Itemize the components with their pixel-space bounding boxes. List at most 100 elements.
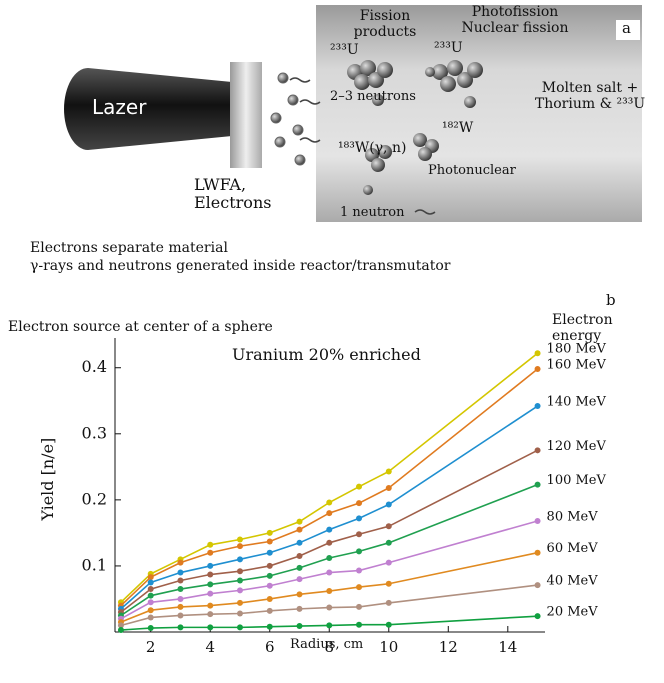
data-point xyxy=(386,560,392,566)
data-point xyxy=(177,560,183,566)
data-point xyxy=(386,523,392,529)
y-tick-label: 0.3 xyxy=(82,423,107,442)
data-point xyxy=(148,607,154,613)
u233-label: ²³³U xyxy=(434,40,463,56)
data-point xyxy=(356,500,362,506)
data-point xyxy=(296,591,302,597)
x-tick-label: 14 xyxy=(498,638,517,656)
data-point xyxy=(267,608,273,614)
data-point xyxy=(267,563,273,569)
data-point xyxy=(326,570,332,576)
data-point xyxy=(148,625,154,631)
caption-line: Electrons separate material xyxy=(30,240,228,256)
data-point xyxy=(326,510,332,516)
data-point xyxy=(326,622,332,628)
x-tick-label: 2 xyxy=(146,638,156,656)
data-point xyxy=(237,577,243,583)
data-point xyxy=(267,583,273,589)
data-point xyxy=(296,576,302,582)
data-point xyxy=(267,624,273,630)
data-point xyxy=(386,485,392,491)
data-point xyxy=(207,591,213,597)
data-point xyxy=(296,606,302,612)
data-point xyxy=(207,603,213,609)
panel-label: a xyxy=(622,20,631,37)
data-point xyxy=(237,600,243,606)
data-point xyxy=(296,565,302,571)
neutrons-label: 2–3 neutrons xyxy=(330,90,416,105)
data-point xyxy=(326,500,332,506)
data-point xyxy=(177,604,183,610)
caption-line: γ-rays and neutrons generated inside rea… xyxy=(30,258,450,274)
data-point xyxy=(326,540,332,546)
series-line xyxy=(121,406,538,609)
data-point xyxy=(148,579,154,585)
data-point xyxy=(386,581,392,587)
data-point xyxy=(535,518,541,524)
data-point xyxy=(267,596,273,602)
fission-products-label: Fission products xyxy=(350,8,420,40)
data-point xyxy=(237,624,243,630)
y-tick-label: 0.1 xyxy=(82,555,107,574)
photonuclear-label: Photonuclear xyxy=(428,164,516,179)
data-point xyxy=(386,540,392,546)
figure: 0.10.20.30.42468101214180 MeV160 MeV140 … xyxy=(0,0,664,683)
panel-label: b xyxy=(606,292,616,309)
data-point xyxy=(207,563,213,569)
legend-label: 120 MeV xyxy=(547,439,607,454)
legend-label: 140 MeV xyxy=(547,395,607,410)
y-tick-label: 0.4 xyxy=(82,357,107,376)
data-point xyxy=(148,614,154,620)
x-axis-label: Radius, cm xyxy=(290,638,363,653)
data-point xyxy=(386,501,392,507)
x-tick-label: 10 xyxy=(379,638,398,656)
molten-salt-label: Molten salt + Thorium & ²³³U xyxy=(520,80,660,112)
data-point xyxy=(148,593,154,599)
data-point xyxy=(535,403,541,409)
data-point xyxy=(356,604,362,610)
data-point xyxy=(177,586,183,592)
data-point xyxy=(356,568,362,574)
data-point xyxy=(386,600,392,606)
data-point xyxy=(356,584,362,590)
data-point xyxy=(207,542,213,548)
data-point xyxy=(296,553,302,559)
x-tick-label: 6 xyxy=(265,638,275,656)
laser-label: Lazer xyxy=(92,96,146,119)
data-point xyxy=(207,611,213,617)
legend-label: 160 MeV xyxy=(547,358,607,373)
lwfa-label: LWFA, Electrons xyxy=(194,176,284,213)
data-point xyxy=(535,366,541,372)
electrons xyxy=(271,73,305,165)
data-point xyxy=(148,586,154,592)
data-point xyxy=(267,573,273,579)
data-point xyxy=(237,543,243,549)
data-point xyxy=(177,596,183,602)
legend-label: 20 MeV xyxy=(547,605,599,620)
data-point xyxy=(296,527,302,533)
data-point xyxy=(177,612,183,618)
data-point xyxy=(326,527,332,533)
data-point xyxy=(356,622,362,628)
data-point xyxy=(237,568,243,574)
data-point xyxy=(535,482,541,488)
legend-label: 60 MeV xyxy=(547,541,599,556)
y-axis-label: Yield [n/e] xyxy=(39,419,57,539)
data-point xyxy=(296,519,302,525)
x-tick-label: 12 xyxy=(439,638,458,656)
data-point xyxy=(535,350,541,356)
data-point xyxy=(237,537,243,543)
data-point xyxy=(356,531,362,537)
w183-label: ¹⁸³W(γ, n) xyxy=(338,140,406,156)
u233-label: ²³³U xyxy=(330,42,359,58)
data-point xyxy=(356,484,362,490)
series-line xyxy=(121,553,538,622)
data-point xyxy=(177,624,183,630)
data-point xyxy=(535,613,541,619)
data-point xyxy=(148,574,154,580)
y-tick-label: 0.2 xyxy=(82,489,107,508)
data-point xyxy=(326,588,332,594)
data-point xyxy=(237,556,243,562)
data-point xyxy=(207,572,213,578)
data-point xyxy=(267,550,273,556)
